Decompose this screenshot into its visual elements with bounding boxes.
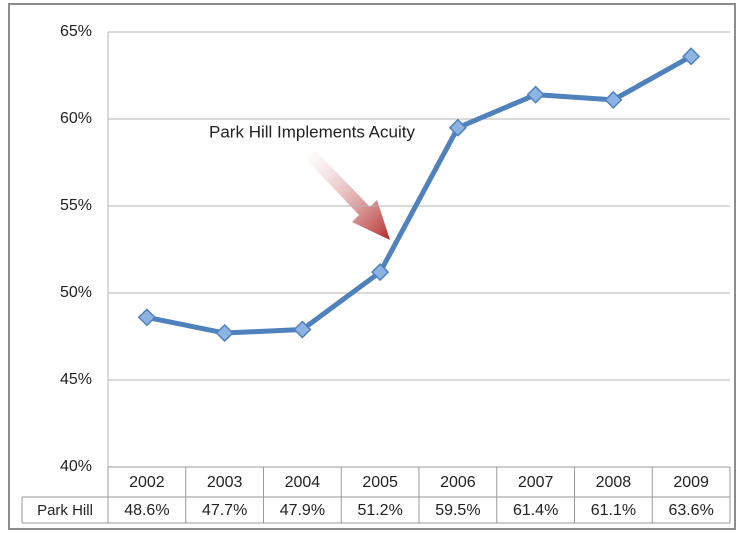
marker xyxy=(137,308,156,327)
marker xyxy=(682,47,701,66)
y-tick-label: 45% xyxy=(60,371,92,388)
marker xyxy=(215,323,234,343)
annotation-arrow xyxy=(305,150,390,240)
x-tick-label: 2007 xyxy=(518,474,554,491)
marker xyxy=(371,263,390,282)
y-tick-label: 55% xyxy=(60,197,92,214)
x-tick-label: 2006 xyxy=(440,474,476,491)
marker xyxy=(293,320,312,339)
legend-label: Park Hill xyxy=(37,502,93,519)
marker xyxy=(526,85,545,104)
y-tick-label: 40% xyxy=(60,458,92,475)
x-tick-label: 2005 xyxy=(362,474,398,491)
x-tick-label: 2003 xyxy=(207,474,243,491)
table-value: 47.7% xyxy=(202,502,247,519)
x-tick-label: 2008 xyxy=(596,474,632,491)
y-tick-label: 60% xyxy=(60,110,92,127)
y-tick-label: 65% xyxy=(60,23,92,40)
table-value: 47.9% xyxy=(280,502,325,519)
y-tick-label: 50% xyxy=(60,284,92,301)
marker xyxy=(448,118,467,137)
table-value: 61.1% xyxy=(591,502,636,519)
x-tick-label: 2002 xyxy=(129,474,165,491)
line xyxy=(146,54,693,336)
table-value: 61.4% xyxy=(513,502,558,519)
table-value: 59.5% xyxy=(435,502,480,519)
x-tick-label: 2004 xyxy=(285,474,321,491)
marker xyxy=(604,90,623,109)
table-value: 63.6% xyxy=(668,502,713,519)
annotation: Park Hill Implements Acuity xyxy=(209,122,415,141)
frame xyxy=(8,3,736,530)
table-value: 48.6% xyxy=(124,502,169,519)
x-tick-label: 2009 xyxy=(673,474,709,491)
table-value: 51.2% xyxy=(357,502,402,519)
